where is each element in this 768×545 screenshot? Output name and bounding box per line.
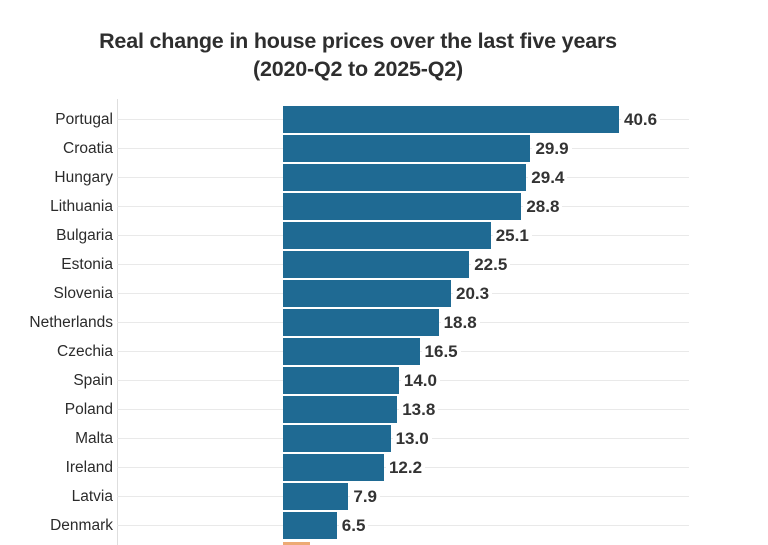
bar-value-label: 13.0 bbox=[392, 428, 432, 450]
y-axis-label-bulgaria: Bulgaria bbox=[56, 226, 113, 244]
bar-value-label: 6.5 bbox=[338, 515, 369, 537]
bar-value-label: 7.9 bbox=[350, 486, 381, 508]
bar-latvia bbox=[283, 483, 349, 511]
bar-partial-cutoff bbox=[283, 541, 311, 545]
bar-hungary bbox=[283, 163, 527, 191]
bar-malta bbox=[283, 425, 391, 453]
bar-spain bbox=[283, 367, 399, 395]
bar-denmark bbox=[283, 512, 337, 540]
y-axis-label-poland: Poland bbox=[64, 401, 113, 419]
y-axis-label-netherlands: Netherlands bbox=[29, 313, 113, 331]
bar-value-label: 29.9 bbox=[532, 137, 572, 159]
chart-title: Real change in house prices over the las… bbox=[0, 27, 716, 83]
y-axis-label-portugal: Portugal bbox=[55, 110, 113, 128]
bar-value-label: 29.4 bbox=[528, 166, 568, 188]
bar-czechia bbox=[283, 338, 420, 366]
bar-value-label: 25.1 bbox=[492, 224, 532, 246]
bar-portugal bbox=[283, 105, 619, 133]
chart-title-line1: Real change in house prices over the las… bbox=[99, 29, 617, 53]
bar-value-label: 20.3 bbox=[453, 282, 493, 304]
bar-estonia bbox=[283, 250, 470, 278]
y-axis-label-spain: Spain bbox=[73, 372, 113, 390]
bar-value-label: 28.8 bbox=[523, 195, 563, 217]
y-axis-label-czechia: Czechia bbox=[57, 343, 113, 361]
bar-lithuania bbox=[283, 192, 522, 220]
gridline bbox=[117, 525, 689, 527]
bar-bulgaria bbox=[283, 221, 491, 249]
y-axis-labels: Portugal Croatia Hungary Lithuania Bulgaria E… bbox=[0, 99, 113, 545]
bar-value-label: 18.8 bbox=[440, 311, 480, 333]
y-axis-label-lithuania: Lithuania bbox=[50, 197, 113, 215]
plot-area: 40.6 29.9 29.4 28.8 25.1 22.5 20.3 18.8 16.5 14.0… bbox=[117, 99, 689, 545]
bar-croatia bbox=[283, 134, 531, 162]
y-axis-label-ireland: Ireland bbox=[65, 459, 113, 477]
chart-title-line2: (2020-Q2 to 2025-Q2) bbox=[253, 57, 463, 81]
y-axis-label-hungary: Hungary bbox=[54, 168, 113, 186]
bar-poland bbox=[283, 396, 398, 424]
gridline bbox=[117, 496, 689, 498]
bar-ireland bbox=[283, 454, 384, 482]
y-axis-label-latvia: Latvia bbox=[71, 488, 113, 506]
y-axis-label-malta: Malta bbox=[75, 430, 113, 448]
bar-value-label: 40.6 bbox=[621, 108, 661, 130]
bar-value-label: 14.0 bbox=[400, 370, 440, 392]
bar-value-label: 13.8 bbox=[399, 399, 439, 421]
bar-netherlands bbox=[283, 308, 439, 336]
bar-value-label: 16.5 bbox=[421, 341, 461, 363]
bar-slovenia bbox=[283, 279, 451, 307]
y-axis-label-denmark: Denmark bbox=[50, 517, 113, 535]
bar-value-label: 22.5 bbox=[471, 253, 511, 275]
bar-value-label: 12.2 bbox=[385, 457, 426, 479]
y-axis-label-estonia: Estonia bbox=[61, 255, 113, 273]
y-axis-label-slovenia: Slovenia bbox=[53, 284, 113, 302]
y-axis-label-croatia: Croatia bbox=[63, 139, 113, 157]
